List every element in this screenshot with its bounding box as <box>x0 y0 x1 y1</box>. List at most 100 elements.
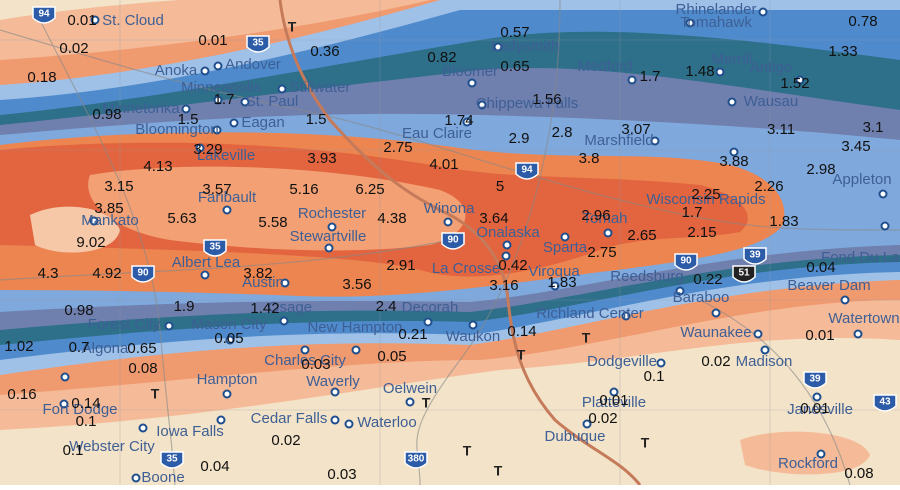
city-dot <box>213 61 223 71</box>
precip-amount: 0.08 <box>844 465 873 482</box>
city-dot <box>878 189 888 199</box>
precip-amount: 4.01 <box>429 156 458 173</box>
precip-amount: 0.42 <box>498 257 527 274</box>
city-dot <box>853 329 863 339</box>
precip-amount: 1.42 <box>250 300 279 317</box>
precip-amount: 2.91 <box>386 257 415 274</box>
city-dot <box>351 345 361 355</box>
city-dot <box>729 147 739 157</box>
precip-amount: 1.83 <box>769 213 798 230</box>
highway-number: 90 <box>137 268 149 279</box>
highway-shield <box>873 394 897 412</box>
city-name: Austin <box>242 274 284 291</box>
precip-amount: 2.98 <box>806 161 835 178</box>
precip-amount: 1.5 <box>178 111 199 128</box>
labels: 94 35 94 90 35 90 39 51 90 39 43 380 35 T T T T T T T T St. C… <box>4 1 900 486</box>
precip-amount: 2.4 <box>376 298 397 315</box>
precip-amount: 0.57 <box>500 24 529 41</box>
precip-amount: 3.11 <box>767 121 795 138</box>
city-dot <box>760 345 770 355</box>
precip-amount: 0.1 <box>76 413 97 430</box>
precip-amount: 0.14 <box>71 395 100 412</box>
precip-amount: 3.45 <box>841 138 870 155</box>
trace-mark: T <box>641 435 650 451</box>
precip-amount: 0.05 <box>214 330 243 347</box>
city-dot <box>753 329 763 339</box>
city-name: Decorah <box>402 299 459 316</box>
city-dot <box>880 221 890 231</box>
precip-amount: 0.03 <box>301 356 330 373</box>
city-name: Rochester <box>298 205 366 222</box>
precip-amount: 3.64 <box>479 210 508 227</box>
city-name: St. Paul <box>246 93 299 110</box>
city-dot <box>685 18 695 28</box>
precip-amount: 1.52 <box>780 75 809 92</box>
city-name: Rockford <box>778 455 838 472</box>
city-dot <box>324 243 334 253</box>
city-dot <box>131 473 141 483</box>
precip-amount: 0.02 <box>59 40 88 57</box>
highway-shield <box>732 265 756 283</box>
city-name: Eagan <box>241 114 284 131</box>
precip-amount: 0.05 <box>377 348 406 365</box>
city-dot <box>656 358 666 368</box>
city-name: Mankato <box>81 212 139 229</box>
precip-amount: 3.15 <box>104 178 133 195</box>
city-dot <box>213 95 223 105</box>
city-name: La Crosse <box>432 260 500 277</box>
precip-amount: 0.7 <box>69 339 90 356</box>
city-name: Wausau <box>744 93 798 110</box>
city-name: Oelwein <box>383 380 437 397</box>
trace-mark: T <box>422 395 431 411</box>
city-name: Waukon <box>446 328 500 345</box>
city-dot <box>560 232 570 242</box>
city-dot <box>90 15 100 25</box>
city-dot <box>195 143 205 153</box>
highway-number: 90 <box>680 256 692 267</box>
trace-mark: T <box>288 19 297 35</box>
precip-amount: 3.29 <box>193 141 222 158</box>
precip-amount: 4.38 <box>377 210 406 227</box>
precip-amount: 0.01 <box>198 32 227 49</box>
precip-amount: 2.25 <box>691 186 720 203</box>
precip-amount: 0.36 <box>310 43 339 60</box>
city-name: Tomah <box>582 210 627 227</box>
city-name: Forest City <box>88 316 161 333</box>
precip-amount: 0.01 <box>800 400 829 417</box>
city-name: Anoka <box>155 62 198 79</box>
city-name: Boone <box>141 469 184 485</box>
city-dot <box>715 67 725 77</box>
precip-amount: 0.01 <box>805 327 834 344</box>
city-name: Fond Du Lac <box>821 249 900 266</box>
city-name: Lakeville <box>197 147 255 164</box>
city-dot <box>675 286 685 296</box>
precip-amount: 1.02 <box>4 338 33 355</box>
precip-amount: 0.18 <box>27 69 56 86</box>
precip-amount: 0.02 <box>271 432 300 449</box>
highway-number: 94 <box>38 9 50 20</box>
precip-amount: 5.16 <box>289 181 318 198</box>
precip-amount: 2.65 <box>627 227 656 244</box>
city-name: Iowa Falls <box>156 423 224 440</box>
city-dot <box>59 399 69 409</box>
trace-mark: T <box>582 330 591 346</box>
precip-amount: 2.75 <box>383 139 412 156</box>
precip-amount: 5.58 <box>258 214 287 231</box>
city-dot <box>840 295 850 305</box>
precip-amount: 4.13 <box>143 158 172 175</box>
highway-number: 51 <box>738 268 750 279</box>
precip-amount: 1.74 <box>444 112 473 129</box>
city-name: Waverly <box>306 373 360 390</box>
precip-amount: 0.21 <box>398 326 427 343</box>
city-name: Rhinelander <box>676 1 757 18</box>
city-dot <box>711 308 721 318</box>
city-dot <box>502 240 512 250</box>
city-dot <box>816 449 826 459</box>
city-name: Charles City <box>264 352 346 369</box>
band-peach-patch <box>740 431 870 475</box>
city-name: Richland Center <box>536 305 644 322</box>
city-dot <box>468 320 478 330</box>
precip-amount: 0.01 <box>599 392 628 409</box>
city-dot <box>138 423 148 433</box>
